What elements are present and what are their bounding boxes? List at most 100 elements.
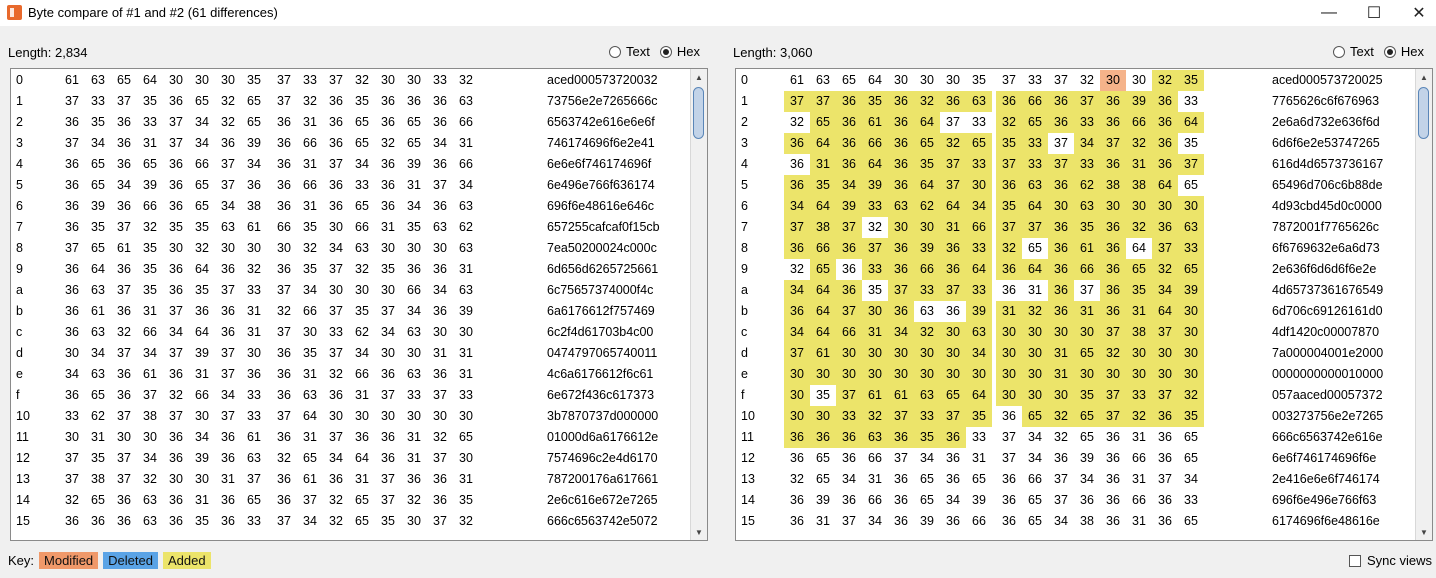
- hex-byte[interactable]: 39: [195, 451, 209, 465]
- hex-byte[interactable]: 33: [143, 115, 157, 129]
- hex-byte[interactable]: 65: [91, 157, 105, 171]
- hex-byte[interactable]: 31: [221, 472, 235, 486]
- hex-byte[interactable]: 36: [1106, 430, 1120, 444]
- hex-byte[interactable]: 36: [433, 262, 447, 276]
- hex-byte[interactable]: 66: [914, 259, 940, 280]
- hex-byte[interactable]: 30: [221, 73, 235, 87]
- hex-byte[interactable]: 66: [1126, 112, 1152, 133]
- hex-byte[interactable]: 32: [1126, 406, 1152, 427]
- hex-byte[interactable]: 65: [914, 133, 940, 154]
- hex-byte[interactable]: 30: [836, 343, 862, 364]
- hex-byte[interactable]: 30: [303, 325, 317, 339]
- hex-byte[interactable]: 64: [810, 133, 836, 154]
- hex-byte[interactable]: 35: [143, 283, 157, 297]
- hex-byte[interactable]: 30: [784, 364, 810, 385]
- hex-byte[interactable]: 39: [836, 196, 862, 217]
- hex-byte[interactable]: 36: [381, 115, 395, 129]
- hex-byte[interactable]: 35: [195, 220, 209, 234]
- hex-byte[interactable]: 66: [868, 493, 882, 507]
- hex-byte[interactable]: 37: [329, 430, 343, 444]
- hex-byte[interactable]: 66: [407, 283, 421, 297]
- hex-byte[interactable]: 66: [1022, 91, 1048, 112]
- hex-byte[interactable]: 35: [914, 427, 940, 448]
- hex-byte[interactable]: 30: [810, 364, 836, 385]
- hex-byte[interactable]: 65: [1184, 514, 1198, 528]
- hex-byte[interactable]: 30: [888, 364, 914, 385]
- hex-byte[interactable]: 31: [459, 136, 473, 150]
- hex-byte[interactable]: 37: [946, 115, 960, 129]
- hex-byte[interactable]: 31: [303, 430, 317, 444]
- hex-byte[interactable]: 30: [1152, 364, 1178, 385]
- minimize-button[interactable]: —: [1321, 4, 1337, 21]
- hex-byte[interactable]: 30: [940, 322, 966, 343]
- hex-byte[interactable]: 36: [1054, 451, 1068, 465]
- hex-byte[interactable]: 61: [117, 241, 131, 255]
- hex-byte[interactable]: 31: [355, 472, 369, 486]
- hex-byte[interactable]: 36: [277, 346, 291, 360]
- hex-byte[interactable]: 37: [1100, 406, 1126, 427]
- hex-byte[interactable]: 65: [355, 493, 369, 507]
- hex-byte[interactable]: 36: [836, 280, 862, 301]
- hex-byte[interactable]: 36: [221, 262, 235, 276]
- hex-byte[interactable]: 65: [1184, 451, 1198, 465]
- hex-byte[interactable]: 35: [407, 220, 421, 234]
- hex-byte[interactable]: 63: [143, 493, 157, 507]
- hex-byte[interactable]: 36: [1152, 406, 1178, 427]
- hex-byte[interactable]: 35: [303, 346, 317, 360]
- hex-byte[interactable]: 35: [459, 493, 473, 507]
- hex-byte[interactable]: 35: [381, 262, 395, 276]
- hex-byte[interactable]: 63: [862, 427, 888, 448]
- hex-byte[interactable]: 35: [91, 115, 105, 129]
- hex-byte[interactable]: 66: [355, 367, 369, 381]
- hex-byte[interactable]: 37: [277, 409, 291, 423]
- hex-byte[interactable]: 33: [1074, 112, 1100, 133]
- hex-byte[interactable]: 36: [1048, 175, 1074, 196]
- hex-byte[interactable]: 31: [1126, 301, 1152, 322]
- hex-byte[interactable]: 30: [355, 409, 369, 423]
- hex-byte[interactable]: 31: [303, 199, 317, 213]
- hex-byte[interactable]: 37: [433, 388, 447, 402]
- hex-byte[interactable]: 30: [1126, 343, 1152, 364]
- hex-byte[interactable]: 38: [247, 199, 261, 213]
- hex-byte[interactable]: 37: [888, 280, 914, 301]
- hex-byte[interactable]: 35: [868, 283, 882, 297]
- hex-byte[interactable]: 30: [1100, 196, 1126, 217]
- hex-byte[interactable]: 64: [862, 154, 888, 175]
- hex-byte[interactable]: 30: [433, 241, 447, 255]
- hex-byte[interactable]: 33: [914, 406, 940, 427]
- hex-byte[interactable]: 31: [247, 304, 261, 318]
- hex-byte[interactable]: 66: [303, 304, 317, 318]
- hex-byte[interactable]: 35: [914, 154, 940, 175]
- hex-byte[interactable]: 36: [221, 514, 235, 528]
- hex-byte[interactable]: 34: [888, 322, 914, 343]
- hex-byte[interactable]: 36: [117, 136, 131, 150]
- hex-byte[interactable]: 36: [1152, 91, 1178, 112]
- hex-byte[interactable]: 31: [433, 346, 447, 360]
- hex-byte[interactable]: 37: [1080, 283, 1094, 297]
- hex-byte[interactable]: 64: [810, 196, 836, 217]
- hex-byte[interactable]: 32: [329, 514, 343, 528]
- hex-byte[interactable]: 37: [1074, 91, 1100, 112]
- hex-byte[interactable]: 36: [169, 367, 183, 381]
- hex-byte[interactable]: 36: [1158, 451, 1172, 465]
- hex-byte[interactable]: 31: [407, 178, 421, 192]
- hex-byte[interactable]: 33: [329, 325, 343, 339]
- hex-byte[interactable]: 39: [91, 199, 105, 213]
- hex-byte[interactable]: 31: [143, 304, 157, 318]
- hex-byte[interactable]: 36: [940, 427, 966, 448]
- hex-byte[interactable]: 65: [247, 493, 261, 507]
- hex-byte[interactable]: 36: [329, 178, 343, 192]
- hex-byte[interactable]: 35: [1178, 406, 1204, 427]
- hex-byte[interactable]: 39: [407, 157, 421, 171]
- hex-byte[interactable]: 36: [221, 493, 235, 507]
- hex-byte[interactable]: 37: [303, 493, 317, 507]
- hex-byte[interactable]: 37: [277, 94, 291, 108]
- hex-byte[interactable]: 36: [1100, 259, 1126, 280]
- hex-byte[interactable]: 66: [303, 136, 317, 150]
- hex-byte[interactable]: 35: [195, 514, 209, 528]
- hex-byte[interactable]: 66: [143, 325, 157, 339]
- hex-byte[interactable]: 65: [117, 73, 131, 87]
- hex-byte[interactable]: 37: [842, 514, 856, 528]
- hex-byte[interactable]: 63: [221, 220, 235, 234]
- hex-byte[interactable]: 36: [888, 133, 914, 154]
